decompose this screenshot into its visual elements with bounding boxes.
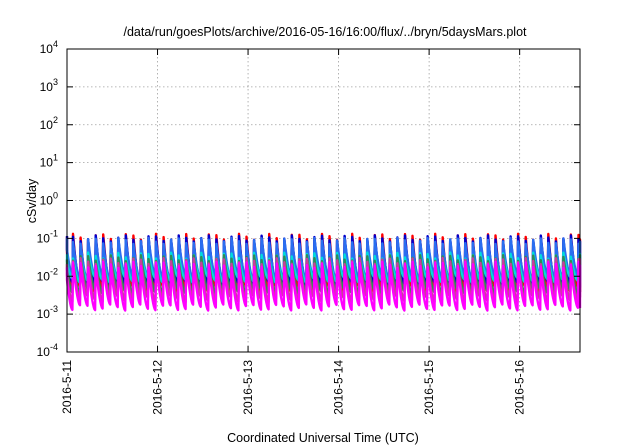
y-tick-label: 103 bbox=[40, 77, 58, 94]
x-axis-label: Coordinated Universal Time (UTC) bbox=[227, 431, 419, 445]
x-tick-labels: 2016-5-11 2016-5-12 2016-5-13 2016-5-14 2016… bbox=[60, 360, 527, 415]
series-line bbox=[65, 260, 582, 312]
x-tick-label: 2016-5-16 bbox=[513, 360, 527, 415]
y-tick-label: 10-4 bbox=[37, 342, 58, 359]
x-tick-label: 2016-5-11 bbox=[60, 360, 74, 414]
y-tick-label: 10-1 bbox=[37, 228, 58, 245]
y-tick-label: 101 bbox=[40, 153, 58, 170]
y-tick-labels: 10-4 10-3 10-2 10-1 100 101 102 103 104 bbox=[37, 39, 58, 359]
y-tick-label: 102 bbox=[40, 115, 58, 132]
axis-ticks bbox=[66, 48, 580, 353]
y-tick-label: 10-2 bbox=[37, 266, 58, 283]
x-tick-label: 2016-5-13 bbox=[241, 360, 255, 415]
y-tick-label: 104 bbox=[40, 39, 58, 56]
y-tick-label: 100 bbox=[40, 191, 58, 208]
x-tick-label: 2016-5-14 bbox=[332, 360, 346, 415]
y-tick-label: 10-3 bbox=[37, 304, 58, 321]
chart-title: /data/run/goesPlots/archive/2016-05-16/1… bbox=[123, 25, 527, 39]
x-tick-label: 2016-5-15 bbox=[422, 360, 436, 415]
x-tick-label: 2016-5-12 bbox=[151, 360, 165, 415]
grid-lines bbox=[67, 49, 580, 352]
data-series-group bbox=[65, 232, 582, 312]
y-axis-label: cSv/day bbox=[25, 178, 39, 223]
